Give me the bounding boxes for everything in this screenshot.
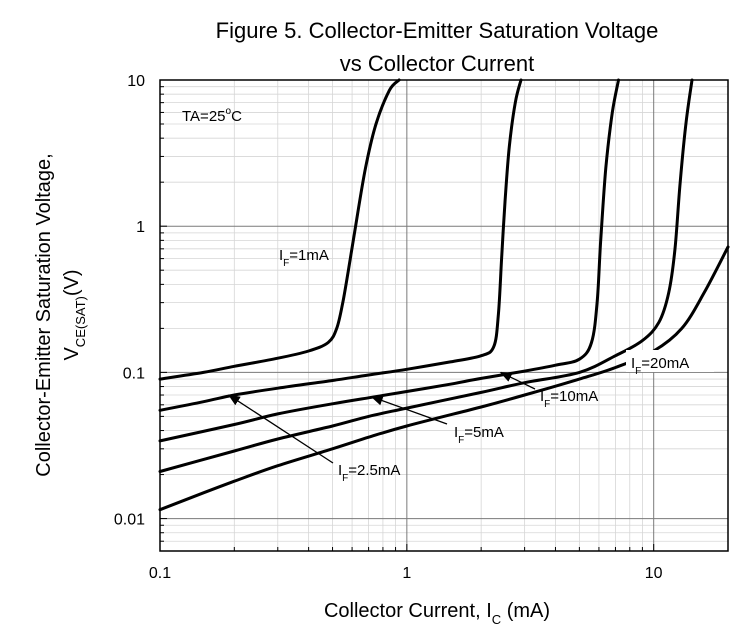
- y-tick-label: 0.01: [114, 512, 145, 529]
- x-tick-labels: 0.1 1 10: [149, 565, 663, 582]
- y-axis-title-line-2: VCE(SAT)(V): [61, 269, 88, 360]
- y-axis-title-line-1: Collector-Emitter Saturation Voltage,: [33, 153, 55, 477]
- plot-frame: [159, 79, 729, 552]
- series-line-2: [158, 78, 523, 412]
- series-line-1: [158, 78, 401, 381]
- y-tick-labels: 0.01 0.1 1 10: [114, 73, 145, 529]
- arrow-if-2-5ma: [227, 394, 334, 464]
- series-line-5: [158, 245, 730, 512]
- annotation-if-1ma: IF=1mA: [279, 247, 329, 269]
- y-tick-label: 10: [127, 73, 145, 90]
- axis-ticks: [159, 79, 729, 552]
- series-line-3: [158, 78, 620, 443]
- major-gridlines: [159, 80, 728, 551]
- chart-title-line-1: Figure 5. Collector-Emitter Saturation V…: [216, 18, 659, 43]
- condition-label: TA=25oC: [182, 106, 242, 125]
- annotation-if-2-5ma: IF=2.5mA: [338, 462, 400, 484]
- y-tick-label: 1: [136, 219, 145, 236]
- x-axis-title: Collector Current, IC (mA): [324, 600, 550, 627]
- x-tick-label: 0.1: [149, 565, 171, 582]
- arrow-if-10ma: [499, 371, 536, 390]
- annotation-if-10ma: IF=10mA: [540, 388, 598, 410]
- x-tick-label: 1: [402, 565, 411, 582]
- y-axis-title: Collector-Emitter Saturation Voltage, VC…: [33, 153, 88, 477]
- minor-gridlines: [160, 80, 729, 552]
- data-series: [158, 78, 730, 512]
- series-line-4: [158, 78, 694, 473]
- annotation-if-20ma-background: [626, 350, 714, 372]
- chart-title-line-2: vs Collector Current: [340, 51, 534, 76]
- x-tick-label: 10: [645, 565, 663, 582]
- arrow-if-5ma: [370, 395, 448, 425]
- annotation-if-5ma: IF=5mA: [454, 424, 504, 446]
- annotation-if-20ma: IF=20mA: [631, 355, 689, 377]
- y-tick-label: 0.1: [123, 365, 145, 382]
- annotation-arrows: [227, 371, 536, 464]
